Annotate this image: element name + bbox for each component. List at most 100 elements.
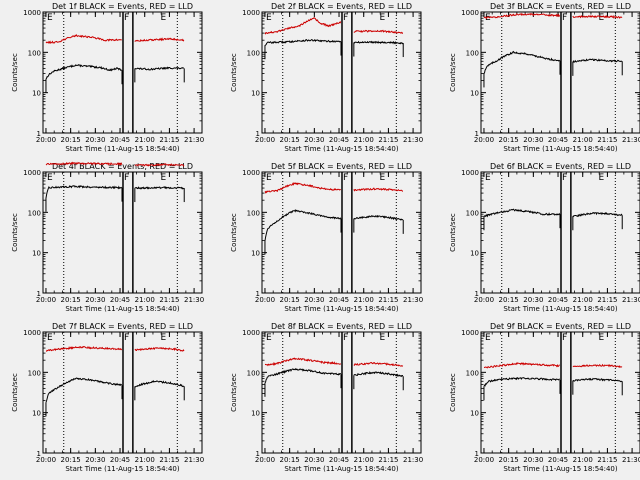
x-tick-label: 21:30 [403,136,423,144]
lld-series-line [134,346,185,352]
x-tick-label: 20:30 [85,296,105,304]
time-marker-label: E [380,333,386,343]
x-tick-label: 21:15 [378,456,398,464]
y-tick-label: 1 [256,130,260,138]
x-tick-label: 20:45 [110,136,130,144]
y-tick-label: 10 [32,410,41,418]
x-tick-label: 20:30 [85,136,105,144]
x-tick-label: 20:15 [61,136,81,144]
time-marker-label: E [485,173,491,183]
chart-title: Det 5f BLACK = Events, RED = LLD [271,162,412,171]
y-axis-label: Counts/sec [449,373,457,412]
lld-series-line [264,17,342,35]
x-tick-label: 20:30 [523,136,543,144]
x-tick-label: 21:15 [378,136,398,144]
x-axis-label: Start Time (11-Aug-15 18:54:40) [65,145,179,153]
y-tick-label: 1000 [461,329,479,337]
x-axis-label: Start Time (11-Aug-15 18:54:40) [65,305,179,313]
chart-title: Det 1f BLACK = Events, RED = LLD [52,2,193,11]
x-axis-label: Start Time (11-Aug-15 18:54:40) [284,145,398,153]
time-marker-label: E [599,173,605,183]
x-axis-label: Start Time (11-Aug-15 18:54:40) [65,465,179,473]
events-series-line [353,214,404,221]
lld-series-line [45,33,122,44]
y-tick-label: 1000 [242,169,260,177]
time-marker-label: F [343,333,348,343]
time-marker-label: E [599,333,605,343]
lld-series-line [134,163,185,167]
x-tick-label: 20:45 [110,296,130,304]
time-marker-label: E [485,13,491,23]
lld-series-line [264,357,342,367]
x-tick-label: 21:30 [184,296,204,304]
time-marker-label: F [124,13,129,23]
x-tick-label: 20:00 [474,456,494,464]
x-tick-label: 20:00 [36,136,56,144]
y-tick-label: 100 [28,369,41,377]
y-tick-label: 10 [470,90,479,98]
y-tick-label: 1000 [23,329,41,337]
y-tick-label: 10 [32,250,41,258]
x-tick-label: 21:15 [597,136,617,144]
x-tick-label: 21:00 [354,296,374,304]
y-tick-label: 1000 [23,169,41,177]
x-tick-label: 21:00 [354,456,374,464]
chart-panel-4: Det 4f BLACK = Events, RED = LLD 1 10 100 10… [11,161,204,313]
events-series-line [45,185,123,199]
time-marker-label: E [47,13,53,23]
y-tick-label: 100 [466,49,479,57]
y-tick-label: 1000 [242,9,260,17]
y-axis-label: Counts/sec [11,53,19,92]
lld-series-line [45,161,123,166]
y-axis-label: Counts/sec [230,53,238,92]
chart-title: Det 3f BLACK = Events, RED = LLD [490,2,631,11]
lld-series-line [264,181,341,194]
y-tick-label: 10 [32,90,41,98]
time-marker-label: F [343,13,348,23]
x-tick-label: 20:15 [280,456,300,464]
x-axis-label: Start Time (11-Aug-15 18:54:40) [284,305,398,313]
chart-panel-6: Det 6f BLACK = Events, RED = LLD 1 10 100 10… [449,162,640,313]
x-tick-label: 21:30 [403,296,423,304]
time-marker-label: E [47,173,53,183]
y-axis-label: Counts/sec [449,213,457,252]
y-tick-label: 1 [475,130,479,138]
x-axis-label: Start Time (11-Aug-15 18:54:40) [284,465,398,473]
x-tick-label: 20:30 [523,296,543,304]
events-series-line [572,377,623,383]
chart-title: Det 4f BLACK = Events, RED = LLD [52,162,193,171]
x-tick-label: 20:30 [304,456,324,464]
events-series-line [264,39,342,46]
x-tick-label: 20:00 [36,456,56,464]
y-tick-label: 1 [475,290,479,298]
x-tick-label: 21:30 [184,456,204,464]
time-marker-label: E [266,13,272,23]
x-tick-label: 20:45 [329,456,349,464]
chart-panel-5: Det 5f BLACK = Events, RED = LLD 1 10 100 10… [230,162,423,313]
events-series-line [45,377,122,403]
y-tick-label: 100 [28,209,41,217]
x-tick-label: 21:30 [403,456,423,464]
chart-panel-2: Det 2f BLACK = Events, RED = LLD 1 10 100 10… [230,2,423,153]
time-marker-label: F [562,333,567,343]
y-tick-label: 100 [247,49,260,57]
y-tick-label: 10 [470,250,479,258]
events-series-line [353,371,404,378]
time-marker-label: F [562,173,567,183]
x-tick-label: 21:00 [573,456,593,464]
x-tick-label: 20:00 [255,136,275,144]
y-tick-label: 100 [466,369,479,377]
events-series-line [353,40,404,45]
x-tick-label: 20:15 [499,296,519,304]
lld-series-line [353,361,404,367]
x-axis-label: Start Time (11-Aug-15 18:54:40) [503,465,617,473]
time-marker-label: E [47,333,53,343]
chart-panel-9: Det 9f BLACK = Events, RED = LLD 1 10 100 10… [449,322,640,473]
events-series-line [134,379,185,388]
y-tick-label: 100 [28,49,41,57]
events-series-line [483,208,561,218]
x-tick-label: 21:15 [159,296,179,304]
chart-title: Det 7f BLACK = Events, RED = LLD [52,322,193,331]
chart-panel-3: Det 3f BLACK = Events, RED = LLD 1 10 100 10… [449,2,640,153]
time-marker-label: E [161,173,167,183]
